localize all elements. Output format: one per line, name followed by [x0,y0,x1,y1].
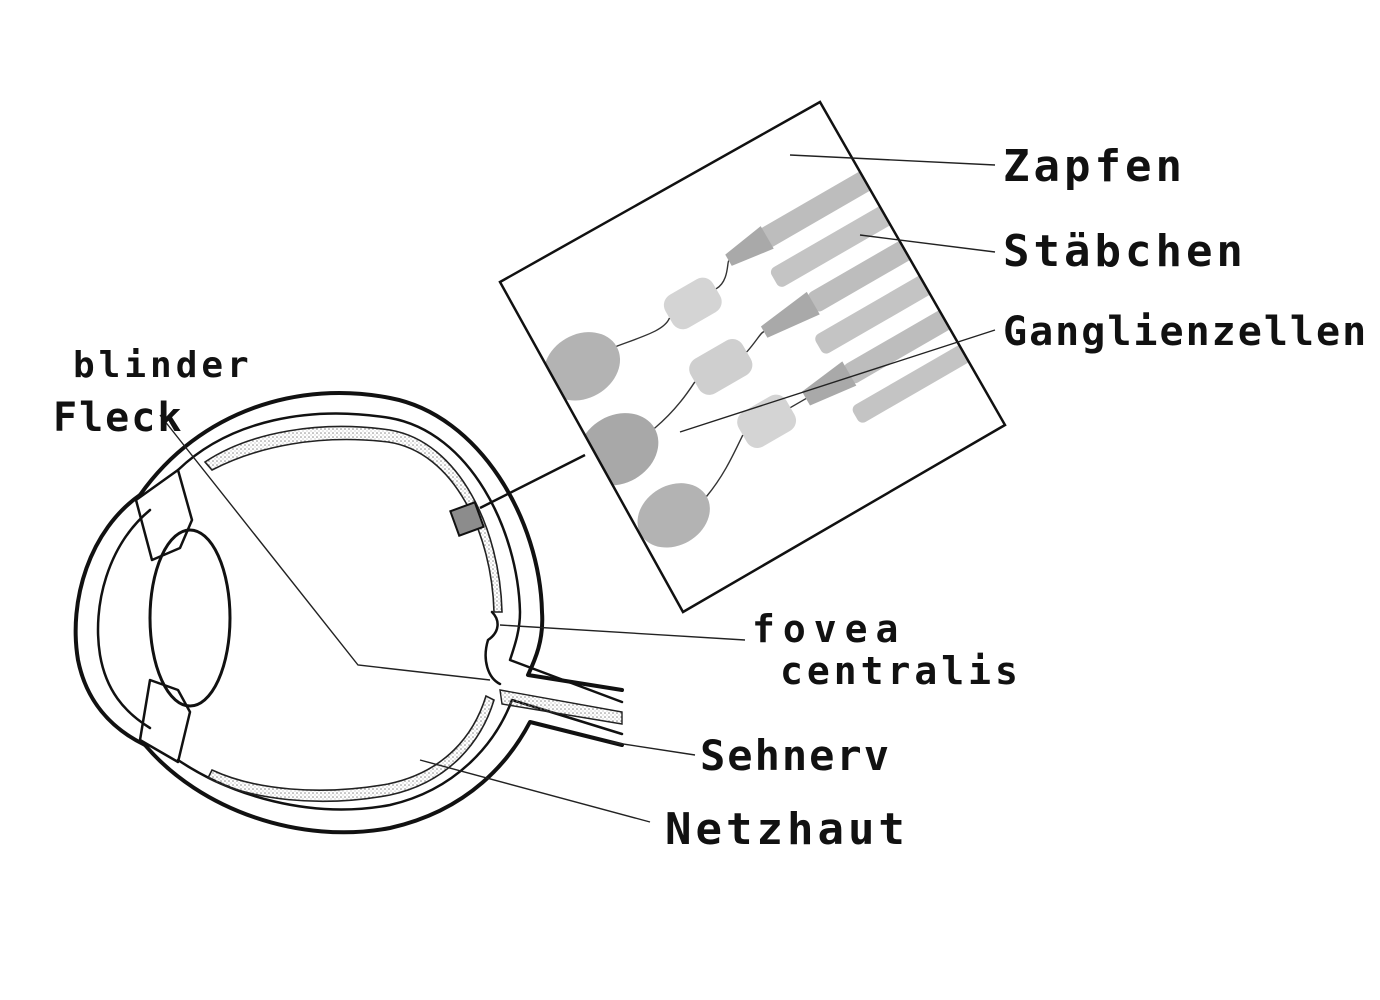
label-centralis: centralis [780,649,1022,693]
optic-nerve-dots [499,689,623,725]
label-staebchen: Stäbchen [1003,226,1247,277]
eyeball [73,391,624,835]
inset-marker [449,501,485,537]
ganglion-1 [543,332,621,401]
leader-blinder-fleck [159,414,491,681]
photoreceptor-2 [770,192,917,287]
bipolar-1 [663,277,722,330]
bipolar-3 [737,394,797,448]
photoreceptor-1 [759,157,897,248]
ganglion-3 [637,483,710,548]
leader-zapfen [789,154,996,166]
label-ganglienzellen: Ganglienzellen [1003,309,1369,355]
label-netzhaut: Netzhaut [665,804,909,855]
label-blinder: blinder [73,345,253,386]
sclera-outer-lower [143,720,624,835]
sclera-outer [138,391,624,692]
cone-1 [725,226,774,266]
fovea-bump [484,610,502,686]
lens [148,528,232,708]
choroid [176,412,624,704]
inset-border [498,100,1007,614]
bipolar-2 [689,339,753,395]
leader-fovea [499,624,746,641]
cornea-inner [96,508,152,730]
iris-top [134,468,194,562]
retina-band-top [203,425,503,613]
photoreceptor-4 [815,261,957,354]
leader-sehnerv [609,741,696,756]
leader-lines [159,154,996,823]
retina-band-bottom [206,694,495,803]
label-fleck: Fleck [53,395,184,441]
iris-bottom [138,678,192,764]
label-fovea: fovea [752,607,907,651]
label-sehnerv: Sehnerv [700,731,892,780]
photoreceptor-6 [852,330,996,423]
retina-inset [498,100,1007,614]
label-zapfen: Zapfen [1003,141,1186,192]
leader-netzhaut [419,759,651,823]
cornea [73,493,147,747]
leader-staebchen [859,234,996,253]
inset-connector [479,453,586,510]
cone-2 [760,291,820,338]
leader-ganglienzellen [679,329,996,433]
